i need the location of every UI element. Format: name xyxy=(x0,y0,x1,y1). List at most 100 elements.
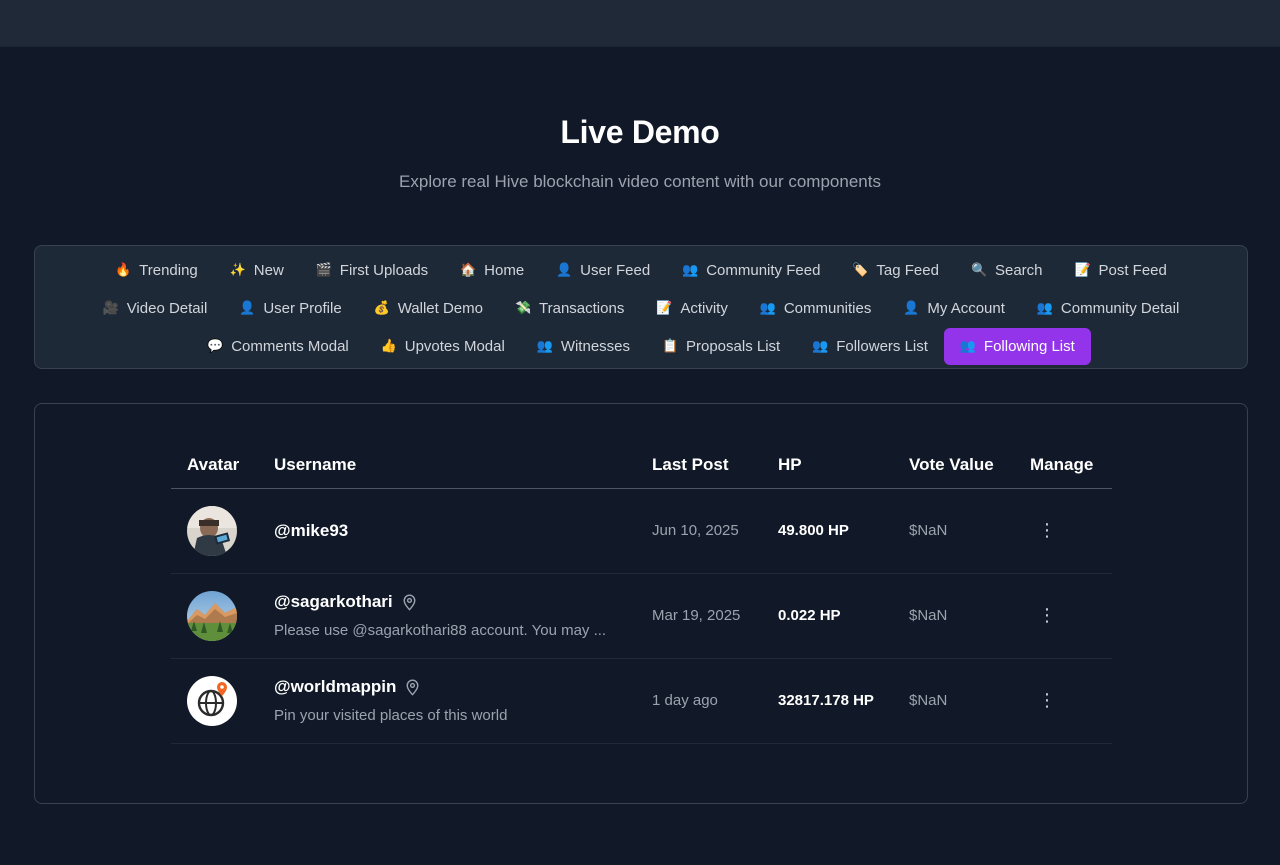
tab-label: Following List xyxy=(983,337,1075,355)
tab-transactions[interactable]: 💸 Transactions xyxy=(499,290,640,327)
last-post-date: Jun 10, 2025 xyxy=(636,488,762,574)
tab-wallet-demo[interactable]: 💰 Wallet Demo xyxy=(358,290,499,327)
tab-search[interactable]: 🔍 Search xyxy=(955,252,1059,289)
tab-emoji-icon: 🏠 xyxy=(460,262,477,277)
tab-emoji-icon: ✨ xyxy=(229,262,246,277)
tab-label: Comments Modal xyxy=(231,337,349,355)
tab-trending[interactable]: 🔥 Trending xyxy=(99,252,214,289)
vote-value: $NaN xyxy=(893,488,1014,574)
username-cell: @sagarkothari Please use @sagarkothari88… xyxy=(258,573,636,659)
tab-video-detail[interactable]: 🎥 Video Detail xyxy=(87,290,224,327)
tab-home[interactable]: 🏠 Home xyxy=(444,252,540,289)
location-pin-icon xyxy=(405,678,420,696)
tab-user-profile[interactable]: 👤 User Profile xyxy=(223,290,357,327)
header-manage: Manage xyxy=(1014,442,1112,489)
tab-emoji-icon: 💸 xyxy=(515,300,532,315)
tab-new[interactable]: ✨ New xyxy=(214,252,300,289)
tab-activity[interactable]: 📝 Activity xyxy=(640,290,744,327)
username-cell: @mike93 xyxy=(258,488,636,574)
tab-following-list[interactable]: 👥 Following List xyxy=(943,327,1091,365)
tab-post-feed[interactable]: 📝 Post Feed xyxy=(1059,252,1183,289)
avatar-cell xyxy=(171,488,258,574)
tab-emoji-icon: 👥 xyxy=(759,300,777,315)
more-options-icon[interactable]: ⋮ xyxy=(1038,520,1056,540)
tab-label: Wallet Demo xyxy=(397,299,483,317)
user-bio: Please use @sagarkothari88 account. You … xyxy=(274,622,607,639)
tab-row: 💬 Comments Modal 👍 Upvotes Modal 👥 Witnesses 📋… xyxy=(43,327,1239,365)
tab-label: Video Detail xyxy=(126,299,208,317)
tab-emoji-icon: 🔥 xyxy=(115,262,132,277)
manage-cell: ⋮ xyxy=(1014,573,1112,659)
tab-community-feed[interactable]: 👥 Community Feed xyxy=(666,252,836,289)
following-table: Avatar Username Last Post HP Vote Value … xyxy=(171,442,1112,744)
table-row: @sagarkothari Please use @sagarkothari88… xyxy=(171,573,1112,659)
hp-value: 0.022 HP xyxy=(762,573,893,659)
location-pin-icon xyxy=(402,593,417,611)
tab-label: New xyxy=(253,261,284,279)
tab-emoji-icon: 💰 xyxy=(373,300,390,315)
tab-label: First Uploads xyxy=(339,261,429,279)
vote-value: $NaN xyxy=(893,658,1014,744)
tab-emoji-icon: 👤 xyxy=(903,300,920,315)
tab-label: Proposals List xyxy=(686,337,781,355)
tab-emoji-icon: 👤 xyxy=(556,262,573,277)
tab-witnesses[interactable]: 👥 Witnesses xyxy=(521,328,646,365)
tab-label: Search xyxy=(994,261,1043,279)
tab-emoji-icon: 👥 xyxy=(682,262,699,277)
header-avatar: Avatar xyxy=(171,442,258,489)
tab-row: 🎥 Video Detail 👤 User Profile 💰 Wallet Demo 💸 T… xyxy=(43,289,1239,327)
manage-cell: ⋮ xyxy=(1014,488,1112,574)
tab-label: Followers List xyxy=(836,337,928,355)
last-post-date: 1 day ago xyxy=(636,658,762,744)
tab-emoji-icon: 📋 xyxy=(662,338,679,353)
avatar-cell xyxy=(171,658,258,744)
tab-my-account[interactable]: 👤 My Account xyxy=(887,290,1021,327)
tab-emoji-icon: 💬 xyxy=(207,338,224,353)
tab-emoji-icon: 📝 xyxy=(656,300,673,315)
tab-emoji-icon: 🎥 xyxy=(102,300,119,315)
tab-user-feed[interactable]: 👤 User Feed xyxy=(540,252,666,289)
username-link[interactable]: @worldmappin xyxy=(274,677,397,696)
table-header-row: Avatar Username Last Post HP Vote Value … xyxy=(171,442,1112,489)
header-hp: HP xyxy=(762,442,893,489)
tab-comments-modal[interactable]: 💬 Comments Modal xyxy=(191,328,365,365)
hp-value: 32817.178 HP xyxy=(762,658,893,744)
tab-emoji-icon: 🎬 xyxy=(315,262,332,277)
tab-tag-feed[interactable]: 🏷️ Tag Feed xyxy=(836,252,955,289)
tab-emoji-icon: 🔍 xyxy=(970,262,988,277)
page-title: Live Demo xyxy=(560,114,720,150)
username-link[interactable]: @sagarkothari xyxy=(274,592,393,611)
tab-label: Trending xyxy=(139,261,198,279)
tab-emoji-icon: 👥 xyxy=(1036,300,1054,315)
tab-label: Upvotes Modal xyxy=(404,337,505,355)
tab-label: Communities xyxy=(783,299,872,317)
tab-followers-list[interactable]: 👥 Followers List xyxy=(796,328,944,365)
tab-label: User Feed xyxy=(580,261,651,279)
header-last-post: Last Post xyxy=(636,442,762,489)
table-row: @worldmappin Pin your visited places of … xyxy=(171,658,1112,744)
username-link[interactable]: @mike93 xyxy=(274,520,349,540)
tab-emoji-icon: 👥 xyxy=(959,338,977,353)
header-vote-value: Vote Value xyxy=(893,442,1014,489)
tab-emoji-icon: 📝 xyxy=(1074,262,1091,277)
username-cell: @worldmappin Pin your visited places of … xyxy=(258,658,636,744)
table-row: @mike93 Jun 10, 2025 49.800 HP $NaN ⋮ xyxy=(171,488,1112,574)
tab-label: Transactions xyxy=(539,299,625,317)
header-username: Username xyxy=(258,442,636,489)
more-options-icon[interactable]: ⋮ xyxy=(1038,690,1056,710)
tab-row: 🔥 Trending ✨ New 🎬 First Uploads 🏠 Home 👤 User Fe… xyxy=(43,251,1239,289)
more-options-icon[interactable]: ⋮ xyxy=(1038,605,1056,625)
tab-communities[interactable]: 👥 Communities xyxy=(744,290,888,327)
tab-first-uploads[interactable]: 🎬 First Uploads xyxy=(300,252,444,289)
tab-label: User Profile xyxy=(263,299,342,317)
tab-emoji-icon: 👍 xyxy=(380,338,397,353)
tab-proposals-list[interactable]: 📋 Proposals List xyxy=(646,328,796,365)
avatar[interactable] xyxy=(187,675,237,726)
hp-value: 49.800 HP xyxy=(762,488,893,574)
avatar[interactable] xyxy=(187,505,237,556)
tab-upvotes-modal[interactable]: 👍 Upvotes Modal xyxy=(365,328,521,365)
tab-label: Activity xyxy=(680,299,728,317)
avatar[interactable] xyxy=(187,590,237,641)
tab-community-detail[interactable]: 👥 Community Detail xyxy=(1021,290,1195,327)
tab-emoji-icon: 👥 xyxy=(812,338,829,353)
